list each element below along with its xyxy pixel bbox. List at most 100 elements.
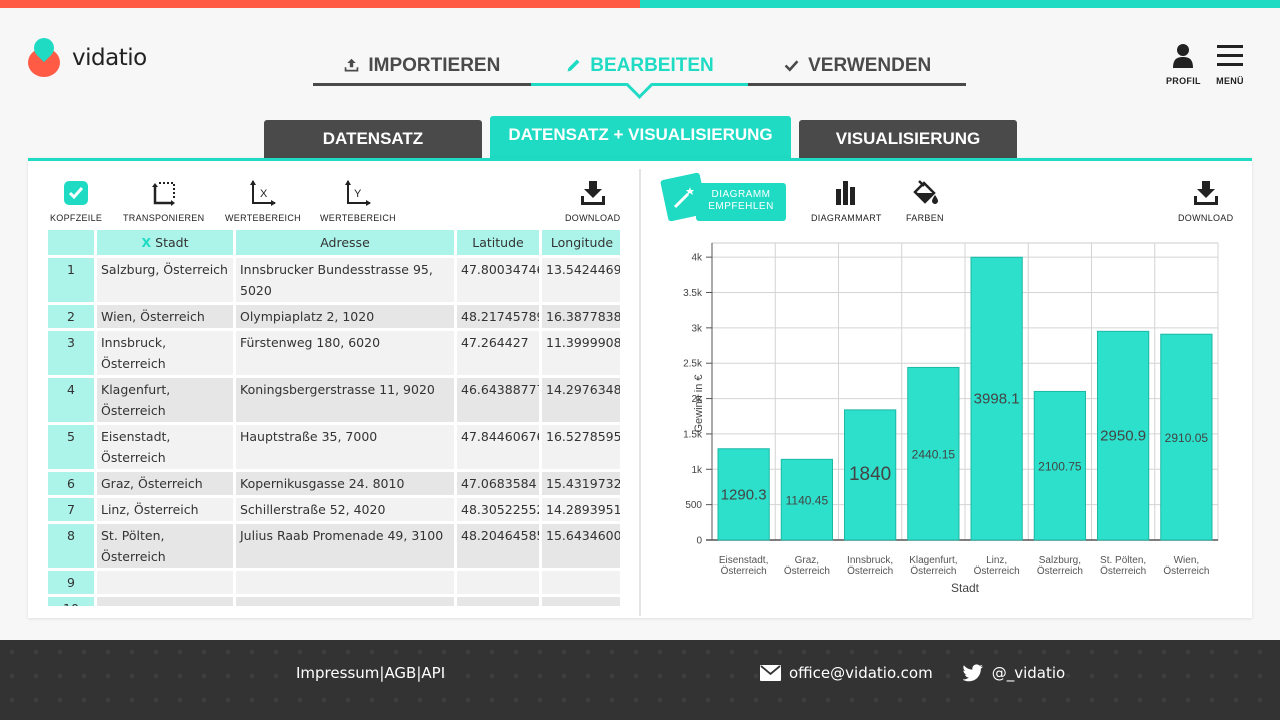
table-cell[interactable]: 14.2893951 [542, 498, 620, 521]
y-range-label: WERTEBEREICH [320, 213, 396, 223]
table-cell[interactable] [457, 597, 539, 606]
table-cell[interactable]: Graz, Österreich [97, 472, 233, 495]
footer-links: Impressum|AGB|API [296, 664, 445, 682]
x-tick-label: Österreich [910, 565, 956, 577]
table-cell[interactable] [542, 597, 620, 606]
column-header-label: Longitude [550, 235, 614, 250]
x-range-button[interactable]: X WERTEBEREICH [225, 179, 301, 223]
column-header-label: Adresse [320, 235, 370, 250]
terms-link[interactable]: AGB [384, 664, 417, 682]
tab-dataset-visualization[interactable]: DATENSATZ + VISUALISIERUNG [490, 116, 791, 158]
table-cell[interactable]: 16.5278595 [542, 425, 620, 469]
top-color-bar [0, 0, 1280, 8]
header-row-toggle[interactable]: KOPFZEILE [50, 179, 102, 223]
table-cell[interactable]: Salzburg, Österreich [97, 258, 233, 302]
step-import[interactable]: IMPORTIEREN [313, 48, 531, 86]
table-cell[interactable]: Schillerstraße 52, 4020 [236, 498, 454, 521]
chart-download-button[interactable]: DOWNLOAD [1178, 179, 1233, 223]
top-bar-red [0, 0, 640, 8]
column-header[interactable] [48, 230, 94, 255]
table-cell[interactable]: 15.4319732 [542, 472, 620, 495]
table-row: 2 Wien, Österreich Olympiaplatz 2, 1020 48.… [48, 305, 620, 328]
row-number: 2 [48, 305, 94, 328]
chart-type-button[interactable]: DIAGRAMMART [811, 179, 882, 223]
table-cell[interactable]: Olympiaplatz 2, 1020 [236, 305, 454, 328]
workflow-steps: IMPORTIEREN BEARBEITEN VERWENDEN [313, 48, 967, 86]
table-cell[interactable]: 15.6434600 [542, 524, 620, 568]
row-number: 5 [48, 425, 94, 469]
table-cell[interactable]: Hauptstraße 35, 7000 [236, 425, 454, 469]
y-tick-label: 0 [696, 536, 702, 547]
x-axis-icon: X [249, 180, 276, 206]
bar-value-label: 2910.05 [1165, 431, 1209, 445]
tab-visualization[interactable]: VISUALISIERUNG [799, 120, 1017, 158]
column-header[interactable]: Longitude [542, 230, 620, 255]
column-header[interactable]: Latitude [457, 230, 539, 255]
table-cell[interactable] [97, 571, 233, 594]
data-table: X Stadt Adresse Latitude Longitude 1 Salzburg,… [48, 230, 620, 606]
imprint-link[interactable]: Impressum [296, 664, 380, 682]
x-tick-label: Österreich [1100, 565, 1146, 577]
table-cell[interactable]: Innsbruck, Österreich [97, 331, 233, 375]
column-header-label: Latitude [472, 235, 524, 250]
table-cell[interactable] [97, 597, 233, 606]
table-cell[interactable]: Koningsbergerstrasse 11, 9020 [236, 378, 454, 422]
table-cell[interactable]: St. Pölten, Österreich [97, 524, 233, 568]
table-cell[interactable] [457, 571, 539, 594]
table-cell[interactable] [236, 571, 454, 594]
y-tick-label: 3k [691, 323, 703, 334]
table-cell[interactable]: Fürstenweg 180, 6020 [236, 331, 454, 375]
colors-button[interactable]: FARBEN [906, 179, 944, 223]
table-cell[interactable]: 47.84460676 [457, 425, 539, 469]
bar-value-label: 2950.9 [1100, 428, 1146, 445]
user-icon [1173, 44, 1194, 68]
y-axis-title: Gewinn in € [693, 374, 705, 432]
step-use[interactable]: VERWENDEN [748, 48, 967, 86]
table-cell[interactable]: 48.20464585 [457, 524, 539, 568]
api-link[interactable]: API [421, 664, 446, 682]
profile-button[interactable]: PROFIL [1166, 42, 1201, 86]
tab-dataset[interactable]: DATENSATZ [264, 120, 482, 158]
column-header[interactable]: X Stadt [97, 230, 233, 255]
email-link[interactable]: office@vidatio.com [789, 664, 933, 682]
table-cell[interactable]: 11.3999908 [542, 331, 620, 375]
bar [970, 256, 1023, 541]
table-cell[interactable]: 46.64388777 [457, 378, 539, 422]
step-edit[interactable]: BEARBEITEN [530, 48, 749, 86]
column-header[interactable]: Adresse [236, 230, 454, 255]
table-row: 3 Innsbruck, Österreich Fürstenweg 180, 60… [48, 331, 620, 375]
table-cell[interactable] [236, 597, 454, 606]
row-number: 1 [48, 258, 94, 302]
table-download-button[interactable]: DOWNLOAD [565, 179, 620, 223]
y-tick-label: 1k [691, 465, 703, 476]
recommend-chart-button[interactable]: DIAGRAMM EMPFEHLEN [660, 172, 786, 222]
table-cell[interactable]: 14.2976348 [542, 378, 620, 422]
bar-value-label: 1140.45 [786, 494, 829, 508]
chart-download-label: DOWNLOAD [1178, 213, 1234, 223]
table-cell[interactable]: Eisenstadt, Österreich [97, 425, 233, 469]
table-cell[interactable]: Linz, Österreich [97, 498, 233, 521]
transpose-button[interactable]: TRANSPONIEREN [123, 179, 204, 223]
table-cell[interactable]: 47.0683584 [457, 472, 539, 495]
y-range-button[interactable]: Y WERTEBEREICH [320, 179, 396, 223]
table-cell[interactable]: 48.21745789 [457, 305, 539, 328]
table-cell[interactable]: 47.264427 [457, 331, 539, 375]
pencil-icon [567, 59, 580, 72]
table-cell[interactable]: Kopernikusgasse 24. 8010 [236, 472, 454, 495]
table-cell[interactable]: Klagenfurt, Österreich [97, 378, 233, 422]
table-cell[interactable]: Wien, Österreich [97, 305, 233, 328]
recommend-line-1: DIAGRAMM [711, 189, 771, 200]
row-number: 6 [48, 472, 94, 495]
logo-text: vidatio [72, 45, 147, 71]
table-cell[interactable]: 16.3877838 [542, 305, 620, 328]
menu-button[interactable]: MENÜ [1216, 42, 1244, 86]
table-cell[interactable]: 13.5424469 [542, 258, 620, 302]
twitter-link[interactable]: @_vidatio [991, 664, 1066, 682]
table-cell[interactable]: Innsbrucker Bundesstrasse 95, 5020 [236, 258, 454, 302]
table-cell[interactable] [542, 571, 620, 594]
logo[interactable]: vidatio [28, 33, 147, 78]
footer-separator: | [379, 664, 385, 682]
table-cell[interactable]: 47.80034746 [457, 258, 539, 302]
table-cell[interactable]: 48.30522552 [457, 498, 539, 521]
table-cell[interactable]: Julius Raab Promenade 49, 3100 [236, 524, 454, 568]
